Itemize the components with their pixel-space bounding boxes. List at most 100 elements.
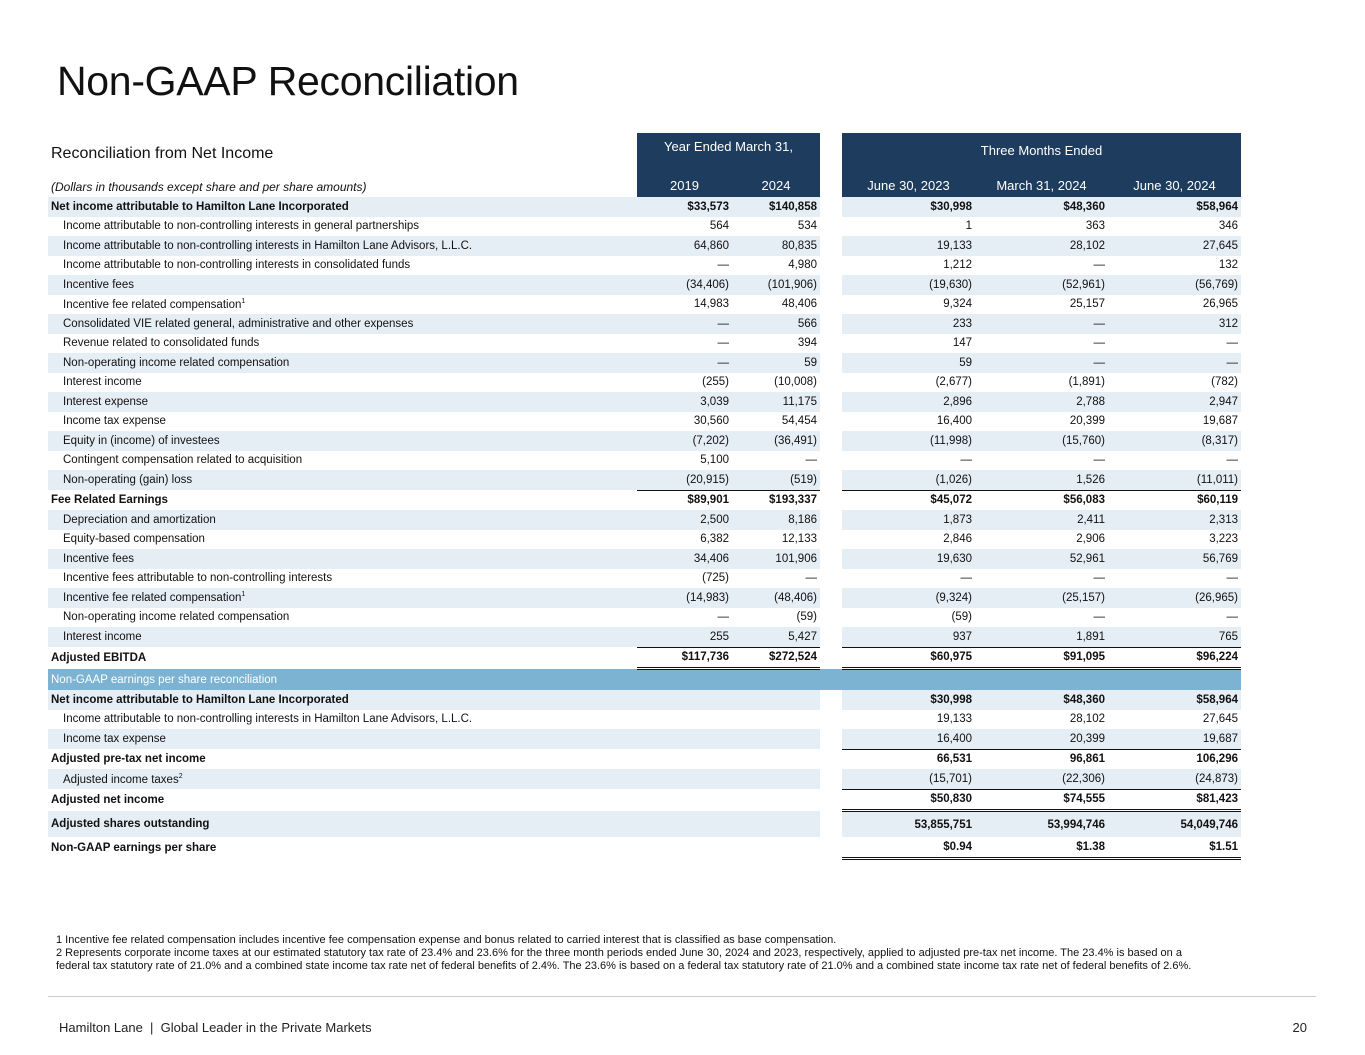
- spacer: [820, 197, 842, 217]
- value-cell: —: [805, 454, 818, 467]
- row-label-text: Income tax expense: [63, 415, 166, 428]
- page-title: Non-GAAP Reconciliation: [57, 58, 519, 104]
- row-label: Net income attributable to Hamilton Lane…: [48, 197, 637, 217]
- value-cell: (15,701): [842, 769, 975, 789]
- value-cell: (15,760): [975, 431, 1108, 451]
- value-cell: $96,224: [1108, 646, 1241, 670]
- value-cell: —: [1093, 337, 1106, 350]
- value-cell: 8,186: [732, 510, 820, 530]
- row-label: Income attributable to non-controlling i…: [48, 256, 637, 276]
- spacer: [820, 709, 842, 729]
- value-cell: 1,891: [975, 627, 1108, 647]
- value-cell: 30,560: [693, 415, 729, 428]
- reconciliation-table: Reconciliation from Net Income Year Ended…: [48, 133, 1241, 860]
- empty-cell: [637, 837, 732, 858]
- value-cell: 28,102: [1069, 713, 1105, 726]
- table-row: Contingent compensation related to acqui…: [48, 450, 1241, 471]
- empty-cell: [637, 710, 732, 730]
- row-label-text: Incentive fees attributable to non-contr…: [63, 572, 333, 585]
- table-row: Income attributable to non-controlling i…: [48, 255, 1241, 276]
- value-cell: (1,891): [1068, 376, 1105, 389]
- row-label: Equity in (income) of investees: [48, 431, 637, 451]
- value-cell: 2,906: [1076, 533, 1105, 546]
- value-cell: $30,998: [842, 690, 975, 710]
- value-cell: (1,026): [842, 470, 975, 490]
- value-cell: $74,555: [975, 788, 1108, 812]
- empty-cell: [732, 710, 820, 730]
- spacer: [820, 510, 842, 530]
- spacer: [820, 164, 842, 197]
- row-label: Fee Related Earnings: [48, 490, 637, 510]
- table-row: Incentive fees attributable to non-contr…: [48, 568, 1241, 589]
- value-cell: —: [717, 259, 730, 272]
- value-cell: 765: [1108, 627, 1241, 647]
- row-label-text: Adjusted EBITDA: [51, 651, 147, 664]
- value-cell: 2,947: [1108, 392, 1241, 412]
- spacer: [820, 411, 842, 431]
- value-cell: 1,212: [943, 259, 972, 272]
- value-cell: (11,011): [1108, 470, 1241, 490]
- header-row: Reconciliation from Net Income Year Ended…: [48, 133, 1241, 164]
- value-cell: 5,427: [732, 627, 820, 647]
- table-row: Net income attributable to Hamilton Lane…: [48, 197, 1241, 217]
- spacer: [820, 549, 842, 569]
- column-header: June 30, 2023: [842, 164, 975, 197]
- footnote-ref: 2: [178, 772, 183, 780]
- row-label-text: Equity in (income) of investees: [63, 434, 220, 447]
- column-header: June 30, 2024: [1108, 164, 1241, 197]
- value-cell: 6,382: [700, 533, 729, 546]
- value-cell: 26,965: [1202, 298, 1238, 311]
- value-cell: —: [960, 454, 973, 467]
- value-cell: 19,133: [936, 713, 972, 726]
- row-label-text: Fee Related Earnings: [51, 494, 168, 506]
- row-label: Adjusted pre-tax net income: [48, 749, 637, 769]
- value-cell: (255): [702, 376, 729, 389]
- group-header: Three Months Ended: [842, 133, 1241, 164]
- row-label: Non-GAAP earnings per share: [48, 837, 637, 858]
- spacer: [820, 275, 842, 295]
- value-cell: 534: [797, 220, 817, 233]
- spacer: [820, 789, 842, 811]
- spacer: [820, 729, 842, 749]
- value-cell: 566: [732, 314, 820, 334]
- row-label: Non-operating income related compensatio…: [48, 608, 637, 628]
- section-label: Non-GAAP earnings per share reconciliati…: [48, 668, 1241, 690]
- value-cell: $48,360: [975, 197, 1108, 217]
- value-cell: 2,896: [842, 392, 975, 412]
- value-cell: 2,846: [943, 533, 972, 546]
- value-cell: —: [1226, 454, 1239, 467]
- empty-cell: [732, 690, 820, 710]
- empty-cell: [637, 690, 732, 710]
- row-label-text: Consolidated VIE related general, admini…: [63, 317, 414, 330]
- spacer: [820, 490, 842, 510]
- value-cell: 28,102: [975, 236, 1108, 256]
- value-cell: $89,901: [637, 489, 732, 510]
- value-cell: —: [975, 314, 1108, 334]
- spacer: [820, 314, 842, 334]
- spacer: [820, 255, 842, 275]
- table-row: Incentive fee related compensation1 14,98…: [48, 294, 1241, 315]
- value-cell: $58,964: [1108, 197, 1241, 217]
- value-cell: $1.38: [975, 837, 1108, 860]
- spacer: [820, 568, 842, 588]
- row-label: Incentive fees attributable to non-contr…: [48, 569, 637, 589]
- value-cell: (11,998): [842, 431, 975, 451]
- row-label: Incentive fee related compensation1: [48, 588, 637, 608]
- table-subheading: (Dollars in thousands except share and p…: [51, 180, 367, 194]
- value-cell: 34,406: [637, 549, 732, 569]
- row-label: Contingent compensation related to acqui…: [48, 451, 637, 471]
- value-cell: (782): [1211, 376, 1238, 389]
- table-row: Consolidated VIE related general, admini…: [48, 314, 1241, 334]
- empty-cell: [732, 749, 820, 769]
- value-cell: 132: [1218, 259, 1238, 272]
- table-row: Incentive fees 34,406 101,906 19,630 52,961 5…: [48, 549, 1241, 569]
- row-label: Interest expense: [48, 392, 637, 412]
- value-cell: 56,769: [1108, 549, 1241, 569]
- row-label: Incentive fee related compensation1: [48, 295, 637, 315]
- value-cell: —: [637, 314, 732, 334]
- footnote: 1 Incentive fee related compensation inc…: [56, 934, 837, 946]
- value-cell: —: [1093, 572, 1106, 585]
- value-cell: 147: [952, 337, 972, 350]
- value-cell: 233: [842, 314, 975, 334]
- value-cell: 1,526: [975, 470, 1108, 490]
